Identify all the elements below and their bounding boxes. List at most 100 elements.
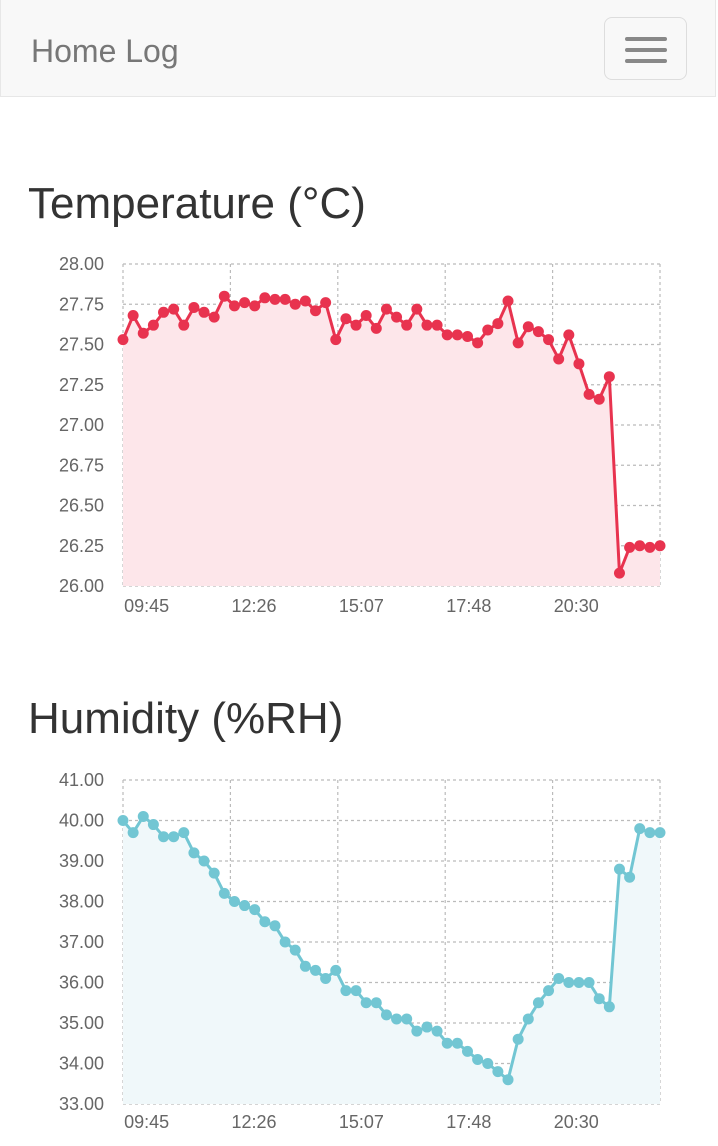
data-point[interactable] bbox=[117, 334, 129, 346]
data-point[interactable] bbox=[482, 1058, 494, 1069]
data-point[interactable] bbox=[127, 827, 139, 839]
data-point[interactable] bbox=[421, 319, 433, 331]
data-point[interactable] bbox=[208, 311, 220, 323]
data-point[interactable] bbox=[573, 977, 585, 988]
data-point[interactable] bbox=[441, 329, 453, 341]
data-point[interactable] bbox=[563, 977, 575, 988]
data-point[interactable] bbox=[512, 337, 524, 349]
data-point[interactable] bbox=[178, 319, 190, 331]
data-point[interactable] bbox=[654, 827, 666, 839]
data-point[interactable] bbox=[492, 318, 504, 330]
data-point[interactable] bbox=[279, 936, 291, 948]
data-point[interactable] bbox=[380, 303, 392, 315]
data-point[interactable] bbox=[411, 1025, 423, 1037]
data-point[interactable] bbox=[147, 319, 159, 331]
data-point[interactable] bbox=[502, 1074, 514, 1086]
data-point[interactable] bbox=[249, 904, 261, 916]
data-point[interactable] bbox=[421, 1021, 433, 1033]
data-point[interactable] bbox=[158, 306, 170, 318]
data-point[interactable] bbox=[137, 327, 149, 339]
data-point[interactable] bbox=[401, 319, 413, 331]
data-point[interactable] bbox=[492, 1066, 504, 1078]
data-point[interactable] bbox=[360, 997, 372, 1009]
data-point[interactable] bbox=[330, 964, 342, 976]
data-point[interactable] bbox=[451, 1037, 463, 1049]
data-point[interactable] bbox=[188, 847, 200, 859]
data-point[interactable] bbox=[127, 310, 139, 322]
data-point[interactable] bbox=[654, 540, 666, 552]
data-point[interactable] bbox=[289, 944, 301, 956]
data-point[interactable] bbox=[573, 358, 585, 370]
data-point[interactable] bbox=[340, 985, 352, 997]
data-point[interactable] bbox=[239, 900, 251, 912]
data-point[interactable] bbox=[441, 1037, 453, 1049]
data-point[interactable] bbox=[249, 300, 261, 312]
data-point[interactable] bbox=[532, 326, 544, 338]
data-point[interactable] bbox=[259, 292, 271, 304]
data-point[interactable] bbox=[583, 388, 595, 400]
data-point[interactable] bbox=[522, 1013, 534, 1025]
data-point[interactable] bbox=[634, 540, 646, 552]
data-point[interactable] bbox=[461, 330, 473, 342]
data-point[interactable] bbox=[168, 831, 180, 843]
data-point[interactable] bbox=[269, 920, 281, 932]
data-point[interactable] bbox=[522, 321, 534, 333]
data-point[interactable] bbox=[350, 319, 362, 331]
data-point[interactable] bbox=[370, 322, 382, 334]
data-point[interactable] bbox=[228, 300, 240, 312]
data-point[interactable] bbox=[370, 997, 382, 1009]
data-point[interactable] bbox=[320, 972, 332, 984]
data-point[interactable] bbox=[218, 887, 230, 899]
data-point[interactable] bbox=[340, 313, 352, 325]
data-point[interactable] bbox=[634, 823, 646, 835]
data-point[interactable] bbox=[472, 1053, 484, 1065]
data-point[interactable] bbox=[553, 972, 565, 984]
data-point[interactable] bbox=[411, 303, 423, 315]
data-point[interactable] bbox=[583, 977, 595, 988]
data-point[interactable] bbox=[472, 337, 484, 349]
data-point[interactable] bbox=[563, 329, 575, 341]
data-point[interactable] bbox=[239, 297, 251, 309]
data-point[interactable] bbox=[320, 297, 332, 309]
data-point[interactable] bbox=[431, 1025, 443, 1037]
data-point[interactable] bbox=[644, 827, 656, 839]
data-point[interactable] bbox=[259, 916, 271, 928]
data-point[interactable] bbox=[603, 371, 615, 383]
data-point[interactable] bbox=[299, 295, 311, 307]
data-point[interactable] bbox=[451, 329, 463, 341]
data-point[interactable] bbox=[360, 310, 372, 322]
data-point[interactable] bbox=[401, 1013, 413, 1025]
data-point[interactable] bbox=[482, 324, 494, 336]
data-point[interactable] bbox=[117, 815, 129, 826]
data-point[interactable] bbox=[269, 293, 281, 305]
data-point[interactable] bbox=[299, 960, 311, 972]
data-point[interactable] bbox=[310, 964, 322, 976]
navbar-toggle-button[interactable] bbox=[604, 17, 687, 80]
data-point[interactable] bbox=[228, 896, 240, 907]
data-point[interactable] bbox=[543, 334, 555, 346]
data-point[interactable] bbox=[613, 863, 625, 875]
data-point[interactable] bbox=[391, 311, 403, 323]
data-point[interactable] bbox=[603, 1001, 615, 1013]
data-point[interactable] bbox=[391, 1013, 403, 1025]
data-point[interactable] bbox=[532, 997, 544, 1009]
data-point[interactable] bbox=[350, 985, 362, 997]
data-point[interactable] bbox=[208, 867, 220, 879]
data-point[interactable] bbox=[147, 819, 159, 831]
data-point[interactable] bbox=[310, 305, 322, 317]
data-point[interactable] bbox=[198, 855, 210, 867]
data-point[interactable] bbox=[593, 993, 605, 1005]
data-point[interactable] bbox=[289, 298, 301, 310]
data-point[interactable] bbox=[178, 827, 190, 839]
data-point[interactable] bbox=[613, 567, 625, 579]
data-point[interactable] bbox=[593, 393, 605, 405]
data-point[interactable] bbox=[218, 290, 230, 302]
data-point[interactable] bbox=[624, 871, 636, 883]
data-point[interactable] bbox=[431, 319, 443, 331]
data-point[interactable] bbox=[137, 810, 149, 822]
data-point[interactable] bbox=[502, 295, 514, 307]
data-point[interactable] bbox=[279, 293, 291, 305]
data-point[interactable] bbox=[168, 303, 180, 315]
data-point[interactable] bbox=[553, 353, 565, 365]
data-point[interactable] bbox=[198, 306, 210, 318]
